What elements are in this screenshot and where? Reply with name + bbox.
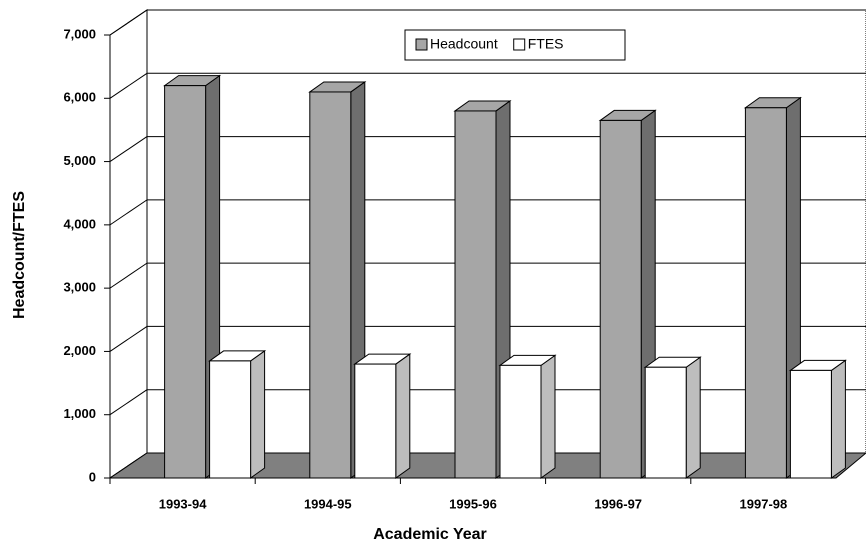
- legend-swatch: [415, 38, 428, 51]
- x-tick-label: 1993-94: [159, 496, 207, 511]
- y-axis-title: Headcount/FTES: [11, 191, 28, 319]
- y-tick-label: 2,000: [63, 343, 96, 358]
- grid-line: [109, 136, 148, 162]
- bar: [209, 360, 252, 479]
- bar-side: [685, 356, 701, 479]
- legend-label: Headcount: [430, 36, 498, 52]
- grid-line: [109, 389, 148, 416]
- y-tick-label: 1,000: [63, 406, 96, 421]
- grid-line: [109, 326, 148, 352]
- grid-line: [109, 262, 148, 289]
- grid-line: [109, 72, 148, 99]
- grid-line: [109, 9, 148, 36]
- grid-line: [109, 199, 148, 226]
- bar-side: [830, 359, 846, 479]
- x-axis-title: Academic Year: [373, 526, 487, 543]
- bar: [789, 369, 832, 479]
- legend-swatch: [513, 38, 526, 51]
- x-tick-label: 1996-97: [594, 496, 642, 511]
- y-tick-label: 7,000: [63, 26, 96, 41]
- side-wall: [109, 9, 148, 479]
- x-tick-label: 1994-95: [304, 496, 352, 511]
- bar-side: [395, 353, 411, 479]
- bar: [644, 366, 687, 479]
- bar-side: [250, 349, 266, 479]
- y-tick-label: 5,000: [63, 153, 96, 168]
- bar: [309, 91, 352, 479]
- x-tick-label: 1997-98: [740, 496, 788, 511]
- y-tick-label: 3,000: [63, 280, 96, 295]
- bar: [499, 364, 542, 479]
- y-tick-label: 4,000: [63, 216, 96, 231]
- legend-label: FTES: [528, 36, 564, 52]
- x-tick-label: 1995-96: [449, 496, 497, 511]
- bar: [599, 119, 642, 479]
- bar-side: [540, 354, 556, 479]
- bar: [744, 107, 787, 479]
- y-tick-label: 6,000: [63, 90, 96, 105]
- bar: [454, 110, 497, 479]
- y-tick-label: 0: [89, 469, 96, 484]
- bar: [164, 85, 207, 479]
- bar: [354, 363, 397, 479]
